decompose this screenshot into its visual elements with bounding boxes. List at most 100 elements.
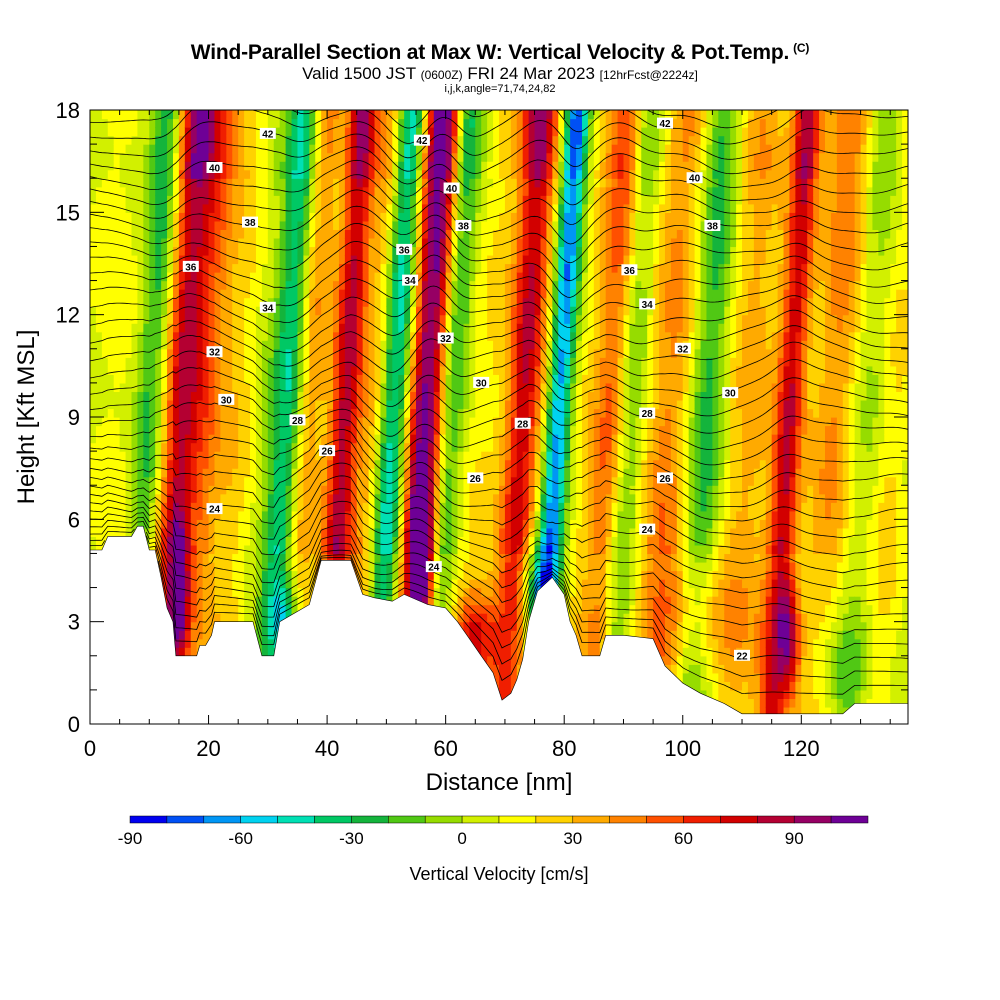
velocity-cell bbox=[226, 254, 233, 265]
velocity-cell bbox=[463, 493, 470, 503]
velocity-cell bbox=[410, 451, 417, 461]
velocity-cell bbox=[463, 570, 470, 580]
velocity-cell bbox=[463, 468, 470, 478]
velocity-cell bbox=[184, 399, 192, 410]
velocity-cell bbox=[297, 127, 304, 137]
velocity-cell bbox=[137, 331, 144, 341]
velocity-cell bbox=[309, 357, 316, 367]
velocity-cell bbox=[374, 161, 382, 171]
velocity-cell bbox=[439, 272, 447, 282]
velocity-cell bbox=[481, 638, 488, 648]
velocity-cell bbox=[279, 237, 287, 248]
velocity-cell bbox=[398, 476, 405, 486]
velocity-cell bbox=[416, 212, 423, 222]
velocity-cell bbox=[101, 493, 109, 503]
velocity-cell bbox=[196, 638, 204, 648]
velocity-cell bbox=[487, 579, 494, 589]
velocity-cell bbox=[463, 399, 470, 410]
velocity-cell bbox=[214, 374, 222, 384]
velocity-cell bbox=[439, 127, 447, 137]
velocity-cell bbox=[202, 613, 210, 623]
velocity-cell bbox=[261, 186, 269, 196]
velocity-cell bbox=[238, 408, 245, 418]
velocity-cell bbox=[315, 527, 322, 537]
velocity-cell bbox=[172, 178, 180, 188]
velocity-cell bbox=[244, 195, 251, 205]
velocity-cell bbox=[267, 604, 275, 614]
velocity-cell bbox=[238, 459, 245, 469]
velocity-cell bbox=[107, 451, 115, 461]
velocity-cell bbox=[356, 391, 364, 401]
velocity-cell bbox=[321, 212, 328, 222]
velocity-cell bbox=[439, 144, 447, 154]
velocity-cell bbox=[95, 493, 103, 503]
velocity-cell bbox=[178, 229, 186, 239]
velocity-cell bbox=[172, 306, 180, 316]
velocity-cell bbox=[125, 237, 133, 248]
velocity-cell bbox=[338, 272, 346, 282]
velocity-cell bbox=[178, 493, 186, 503]
velocity-cell bbox=[350, 502, 358, 512]
velocity-cell bbox=[368, 561, 376, 572]
velocity-cell bbox=[362, 178, 370, 188]
velocity-cell bbox=[315, 340, 322, 350]
velocity-cell bbox=[380, 229, 387, 239]
velocity-cell bbox=[356, 297, 364, 307]
velocity-cell bbox=[90, 220, 97, 230]
velocity-cell bbox=[433, 118, 441, 128]
velocity-cell bbox=[220, 348, 227, 358]
velocity-cell bbox=[416, 280, 423, 290]
velocity-cell bbox=[374, 254, 382, 265]
velocity-cell bbox=[297, 510, 304, 520]
velocity-cell bbox=[386, 144, 393, 154]
velocity-cell bbox=[161, 127, 168, 137]
velocity-cell bbox=[321, 272, 328, 282]
velocity-cell bbox=[184, 186, 192, 196]
velocity-cell bbox=[392, 161, 399, 171]
velocity-cell bbox=[344, 510, 352, 520]
velocity-cell bbox=[107, 391, 115, 401]
velocity-cell bbox=[451, 604, 459, 614]
velocity-cell bbox=[475, 451, 482, 461]
velocity-cell bbox=[321, 195, 328, 205]
velocity-cell bbox=[362, 348, 370, 358]
velocity-cell bbox=[463, 127, 470, 137]
velocity-cell bbox=[244, 561, 251, 572]
velocity-cell bbox=[469, 408, 476, 418]
velocity-cell bbox=[107, 408, 115, 418]
velocity-cell bbox=[238, 169, 245, 179]
velocity-cell bbox=[143, 237, 150, 248]
velocity-cell bbox=[475, 638, 482, 648]
velocity-cell bbox=[208, 144, 216, 154]
velocity-cell bbox=[315, 331, 322, 341]
velocity-cell bbox=[238, 323, 245, 333]
velocity-cell bbox=[214, 519, 222, 529]
velocity-cell bbox=[386, 340, 393, 350]
velocity-cell bbox=[303, 229, 310, 239]
velocity-cell bbox=[344, 246, 352, 256]
velocity-cell bbox=[427, 459, 435, 469]
velocity-cell bbox=[107, 348, 115, 358]
velocity-cell bbox=[386, 297, 393, 307]
velocity-cell bbox=[226, 280, 233, 290]
velocity-cell bbox=[190, 579, 198, 589]
velocity-cell bbox=[380, 527, 387, 537]
velocity-cell bbox=[137, 254, 144, 265]
velocity-cell bbox=[238, 493, 245, 503]
velocity-cell bbox=[499, 638, 506, 648]
velocity-cell bbox=[463, 306, 470, 316]
velocity-cell bbox=[208, 451, 216, 461]
velocity-cell bbox=[469, 323, 476, 333]
velocity-cell bbox=[421, 161, 429, 171]
velocity-cell bbox=[410, 519, 417, 529]
velocity-cell bbox=[380, 203, 387, 213]
velocity-cell bbox=[386, 442, 393, 452]
velocity-cell bbox=[107, 169, 115, 179]
velocity-cell bbox=[172, 220, 180, 230]
velocity-cell bbox=[190, 161, 198, 171]
velocity-cell bbox=[475, 203, 482, 213]
velocity-cell bbox=[107, 468, 115, 478]
velocity-cell bbox=[416, 203, 423, 213]
velocity-cell bbox=[427, 323, 435, 333]
velocity-cell bbox=[238, 110, 245, 120]
